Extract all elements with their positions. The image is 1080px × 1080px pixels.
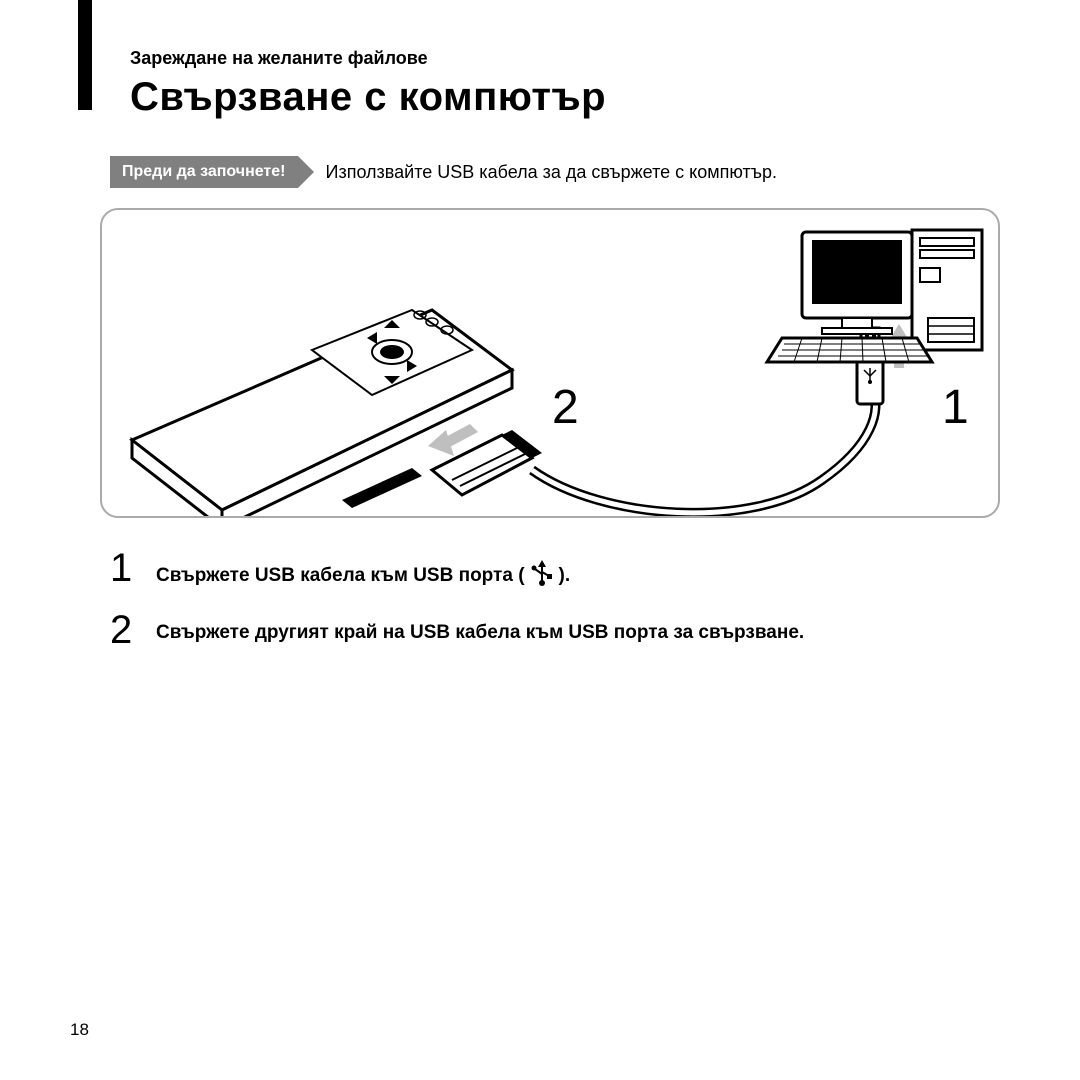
steps-list: 1 Свържете USB кабела към USB порта ( ).: [110, 548, 1010, 650]
diagram-label-2: 2: [552, 380, 579, 435]
before-you-start-text: Използвайте USB кабела за да свържете с …: [326, 162, 777, 183]
before-you-start-row: Преди да започнете! Използвайте USB кабе…: [110, 156, 1010, 188]
page-title: Свързване с компютър: [130, 75, 1010, 120]
connection-diagram: 2 1: [100, 208, 1000, 518]
diagram-label-1: 1: [942, 380, 969, 435]
step-item: 2 Свържете другият край на USB кабела къ…: [110, 610, 1010, 650]
desktop-pc-icon: [767, 230, 982, 362]
step-text-before: Свържете USB кабела към USB порта (: [156, 565, 525, 587]
section-marker-bar: [78, 0, 92, 110]
breadcrumb: Зареждане на желаните файлове: [130, 48, 1010, 69]
step-text-after: ).: [559, 565, 571, 587]
cable-inner: [532, 390, 875, 513]
before-you-start-label: Преди да започнете!: [110, 156, 298, 188]
step-text: Свържете USB кабела към USB порта ( ).: [156, 548, 570, 592]
step-text: Свържете другият край на USB кабела към …: [156, 610, 804, 644]
page-number: 18: [70, 1020, 89, 1040]
step-number: 2: [110, 610, 146, 650]
diagram-svg: [102, 210, 1000, 518]
step-number: 1: [110, 548, 146, 588]
step-text-before: Свържете другият край на USB кабела към …: [156, 622, 804, 644]
usb-icon: [531, 560, 553, 592]
step-item: 1 Свържете USB кабела към USB порта ( ).: [110, 548, 1010, 592]
